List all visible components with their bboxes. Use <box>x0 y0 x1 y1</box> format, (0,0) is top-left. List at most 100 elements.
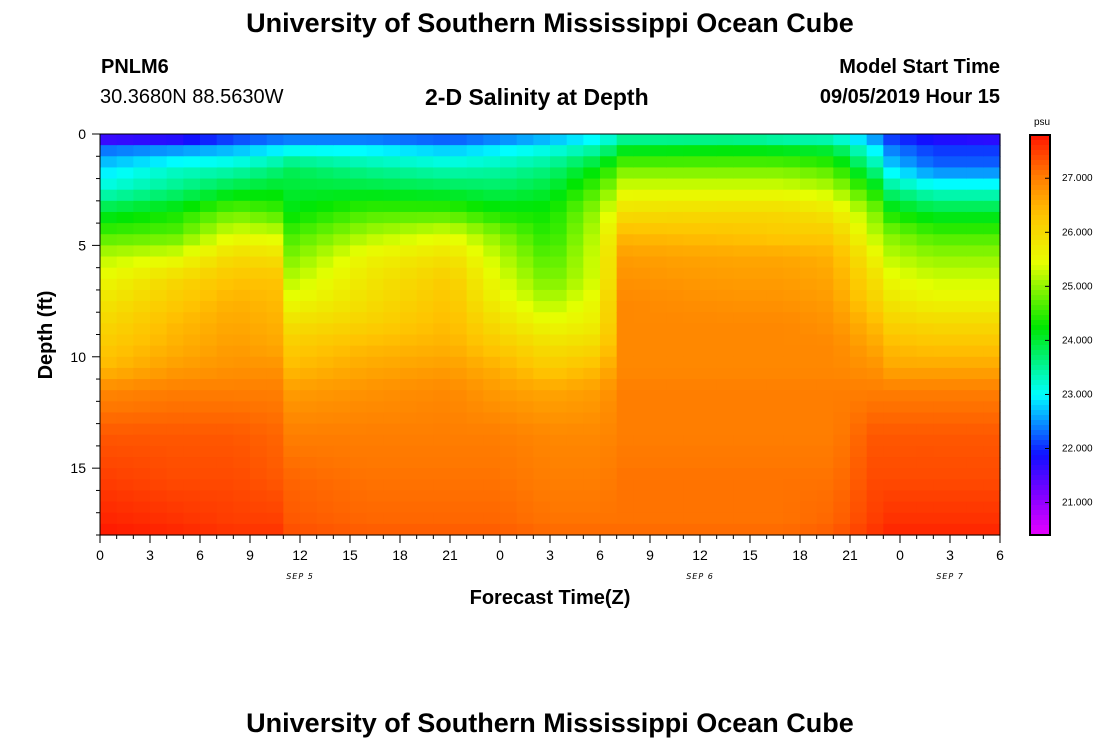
colorbar-segment <box>1030 460 1050 466</box>
heatmap-cell <box>933 445 951 458</box>
heatmap-cell <box>783 356 801 369</box>
heatmap-cell <box>483 334 501 347</box>
heatmap-cell <box>816 468 834 480</box>
heatmap-cell <box>683 167 701 180</box>
heatmap-cell <box>350 412 368 425</box>
heatmap-cell <box>700 445 718 458</box>
heatmap-cell <box>650 134 668 146</box>
heatmap-cell <box>150 234 168 246</box>
heatmap-cell <box>533 479 551 492</box>
heatmap-cell <box>950 278 968 291</box>
heatmap-cell <box>150 267 168 280</box>
heatmap-cell <box>516 200 534 213</box>
heatmap-cell <box>500 445 518 458</box>
heatmap-cell <box>133 434 151 447</box>
heatmap-cell <box>200 334 218 347</box>
heatmap-cell <box>983 234 1001 246</box>
heatmap-cell <box>250 256 268 269</box>
colorbar-segment <box>1030 165 1050 171</box>
heatmap-cell <box>816 312 834 324</box>
heatmap-cell <box>266 145 284 157</box>
heatmap-cell <box>700 289 718 302</box>
heatmap-cell <box>550 457 568 469</box>
heatmap-cell <box>883 134 901 146</box>
heatmap-cell <box>433 390 451 402</box>
heatmap-cell <box>416 278 434 291</box>
heatmap-cell <box>350 512 368 525</box>
heatmap-cell <box>333 501 351 514</box>
colorbar-segment <box>1030 465 1050 471</box>
heatmap-cell <box>700 211 718 224</box>
heatmap-cell <box>466 379 484 391</box>
heatmap-cell <box>383 434 401 447</box>
heatmap-cell <box>700 312 718 324</box>
heatmap-cell <box>966 301 984 313</box>
heatmap-cell <box>383 256 401 269</box>
heatmap-cell <box>350 323 368 336</box>
heatmap-cell <box>716 490 734 503</box>
heatmap-cell <box>716 312 734 324</box>
heatmap-cell <box>266 301 284 313</box>
heatmap-cell <box>666 245 684 258</box>
heatmap-cell <box>816 223 834 235</box>
heatmap-cell <box>950 134 968 146</box>
heatmap-cell <box>883 245 901 258</box>
heatmap-cell <box>883 278 901 291</box>
heatmap-cell <box>900 434 918 447</box>
heatmap-cell <box>616 267 634 280</box>
colorbar-segment <box>1030 410 1050 416</box>
heatmap-cell <box>883 167 901 180</box>
heatmap-cell <box>766 356 784 369</box>
heatmap-cell <box>516 178 534 191</box>
colorbar-tick-label: 26.000 <box>1062 227 1093 238</box>
heatmap-cell <box>583 223 601 235</box>
heatmap-cell <box>650 379 668 391</box>
heatmap-cell <box>733 189 751 202</box>
heatmap-cell <box>166 278 184 291</box>
heatmap-cell <box>566 267 584 280</box>
heatmap-cell <box>366 211 384 224</box>
heatmap-cell <box>966 134 984 146</box>
heatmap-cell <box>666 445 684 458</box>
heatmap-cell <box>200 345 218 358</box>
heatmap-cell <box>983 390 1001 402</box>
x-tick-label: 3 <box>546 547 554 563</box>
heatmap-cell <box>116 468 134 480</box>
heatmap-cell <box>716 211 734 224</box>
heatmap-cell <box>583 445 601 458</box>
heatmap-cell <box>783 301 801 313</box>
heatmap-cell <box>150 457 168 469</box>
heatmap-cell <box>150 434 168 447</box>
heatmap-cell <box>433 423 451 436</box>
heatmap-cell <box>383 490 401 503</box>
heatmap-cell <box>600 323 618 336</box>
heatmap-cell <box>433 523 451 536</box>
heatmap-cell <box>600 468 618 480</box>
heatmap-cell <box>316 256 334 269</box>
colorbar-segment <box>1030 150 1050 156</box>
heatmap-cell <box>533 512 551 525</box>
heatmap-cell <box>633 501 651 514</box>
heatmap-cell <box>600 334 618 347</box>
heatmap-cell <box>166 256 184 269</box>
heatmap-cell <box>116 367 134 380</box>
heatmap-cell <box>116 211 134 224</box>
heatmap-cell <box>200 501 218 514</box>
heatmap-cell <box>833 245 851 258</box>
heatmap-cell <box>300 178 318 191</box>
heatmap-cell <box>733 134 751 146</box>
heatmap-cell <box>566 390 584 402</box>
colorbar-segment <box>1030 345 1050 351</box>
heatmap-cell <box>866 490 884 503</box>
heatmap-cell <box>700 490 718 503</box>
heatmap-cell <box>983 156 1001 169</box>
heatmap-cell <box>616 289 634 302</box>
heatmap-cell <box>933 211 951 224</box>
heatmap-cell <box>983 223 1001 235</box>
heatmap-cell <box>550 178 568 191</box>
colorbar-segment <box>1030 500 1050 506</box>
heatmap-cell <box>383 200 401 213</box>
heatmap-cell <box>950 512 968 525</box>
heatmap-cell <box>700 379 718 391</box>
heatmap-cell <box>166 156 184 169</box>
